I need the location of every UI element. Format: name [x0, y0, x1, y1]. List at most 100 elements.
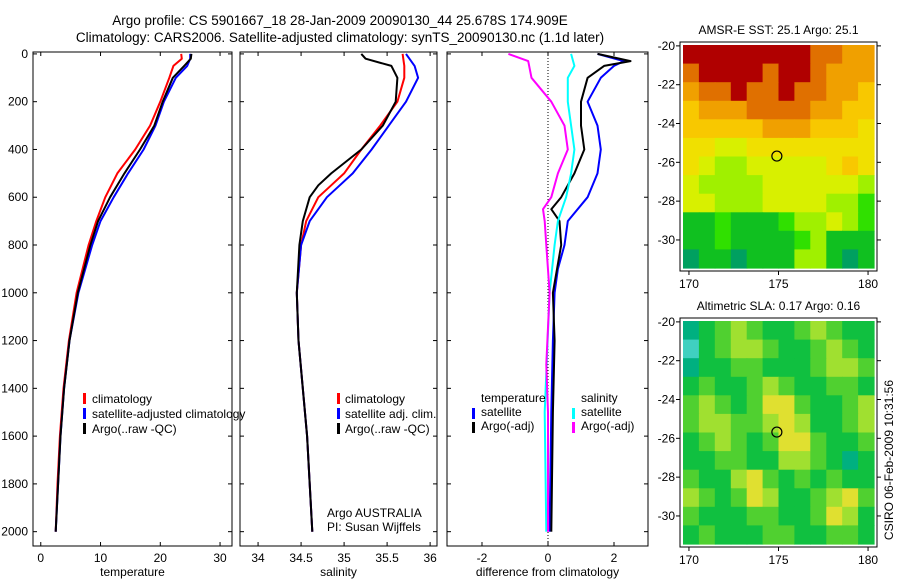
- heatmap-cell: [762, 395, 780, 415]
- heatmap-cell: [683, 451, 700, 471]
- heatmap-cell: [794, 193, 811, 213]
- heatmap-cell: [762, 212, 780, 232]
- heatmap-cell: [762, 321, 780, 341]
- heatmap-cell: [810, 395, 827, 415]
- heatmap-cell: [810, 376, 827, 396]
- legend-swatch-black: [337, 423, 340, 434]
- heatmap-cell: [826, 413, 843, 434]
- heatmap-cell: [698, 100, 716, 120]
- heatmap-cell: [794, 137, 811, 158]
- heatmap-cell: [778, 193, 795, 213]
- y-tick-label: 400: [8, 142, 28, 156]
- heatmap-cell: [714, 212, 732, 232]
- y-tick-label: -22: [658, 354, 676, 368]
- heatmap-cell: [842, 119, 859, 139]
- heatmap-cell: [794, 119, 811, 139]
- series-line-argo-raw-qc-: [295, 53, 399, 532]
- heatmap-cell: [730, 451, 748, 471]
- heatmap-cell: [778, 82, 795, 102]
- y-tick-label: -20: [658, 39, 676, 53]
- heatmap-cell: [683, 100, 700, 120]
- heatmap-cell: [794, 451, 811, 471]
- x-axis-label: difference from climatology: [476, 565, 619, 579]
- heatmap-cell: [730, 156, 748, 176]
- heatmap-cell: [746, 82, 764, 102]
- heatmap-cell: [746, 63, 764, 83]
- heatmap-cell: [794, 212, 811, 232]
- y-tick-label: 1800: [1, 477, 28, 491]
- map-title: AMSR-E SST: 25.1 Argo: 25.1: [698, 23, 858, 37]
- y-tick-label: 1600: [1, 429, 28, 443]
- heatmap-cell: [842, 63, 859, 83]
- legend-swatch-cyan: [572, 408, 575, 419]
- heatmap-cell: [746, 193, 764, 213]
- heatmap-cell: [858, 100, 875, 120]
- heatmap-cell: [714, 82, 732, 102]
- heatmap-cell: [794, 413, 811, 434]
- heatmap-cell: [683, 488, 700, 508]
- heatmap-cell: [810, 137, 827, 158]
- argo-position-marker: [771, 150, 783, 162]
- heatmap-cell: [778, 339, 795, 359]
- heatmap-cell: [698, 469, 716, 489]
- heatmap-cell: [714, 339, 732, 359]
- legend-swatch-magenta: [572, 422, 575, 433]
- heatmap-cell: [778, 230, 795, 250]
- heatmap-cell: [794, 156, 811, 176]
- legend-temperature: climatology satellite-adjusted climatolo…: [83, 392, 245, 436]
- heatmap-cell: [762, 156, 780, 176]
- heatmap-cell: [858, 156, 875, 176]
- legend-label: satellite: [481, 405, 522, 419]
- y-tick-label: 1000: [1, 286, 28, 300]
- legend-salinity: climatology satellite adj. clim. Argo(..…: [327, 392, 436, 534]
- x-tick-label: 30: [213, 551, 227, 565]
- x-tick-label: 170: [679, 277, 699, 291]
- heatmap-cell: [714, 376, 732, 396]
- heatmap-cell: [858, 339, 875, 359]
- legend-swatch-blue: [337, 408, 340, 419]
- legend-swatch-blue: [83, 408, 86, 419]
- heatmap-cell: [762, 249, 780, 269]
- y-tick-label: 0: [21, 47, 28, 61]
- heatmap-cell: [842, 212, 859, 232]
- heatmap-cell: [778, 432, 795, 452]
- heatmap-cell: [826, 395, 843, 415]
- heatmap-cell: [842, 156, 859, 176]
- legend-swatch-black: [472, 422, 475, 433]
- heatmap-cell: [858, 413, 875, 434]
- heatmap-cell: [810, 156, 827, 176]
- heatmap-cell: [730, 469, 748, 489]
- heatmap-cell: [730, 137, 748, 158]
- figure-title-line1: Argo profile: CS 5901667_18 28-Jan-2009 …: [112, 13, 568, 28]
- heatmap-cell: [698, 156, 716, 176]
- heatmap-cell: [778, 506, 795, 526]
- annotation-pi: PI: Susan Wijffels: [327, 520, 421, 534]
- heatmap-cell: [698, 488, 716, 508]
- heatmap-cell: [730, 432, 748, 452]
- heatmap-cell: [810, 175, 827, 195]
- heatmap-cell: [794, 376, 811, 396]
- x-tick-label: 180: [858, 553, 878, 567]
- heatmap-cell: [698, 119, 716, 139]
- side-stamp: CSIRO 06-Feb-2009 10:31:56: [882, 380, 896, 540]
- heatmap-cell: [778, 156, 795, 176]
- heatmap-cell: [714, 100, 732, 120]
- heatmap-cell: [826, 156, 843, 176]
- heatmap-cell: [683, 119, 700, 139]
- heatmap-cell: [762, 100, 780, 120]
- heatmap-cell: [778, 488, 795, 508]
- heatmap-cell: [794, 175, 811, 195]
- heatmap-cell: [714, 45, 732, 65]
- heatmap-cell: [826, 100, 843, 120]
- heatmap-cell: [746, 321, 764, 341]
- legend-label: Argo(-adj): [581, 419, 634, 433]
- legend-label: satellite adj. clim.: [345, 407, 436, 421]
- heatmap-cell: [746, 339, 764, 359]
- heatmap-cell: [714, 249, 732, 269]
- x-tick-label: 36: [423, 551, 437, 565]
- heatmap-cell: [858, 506, 875, 526]
- heatmap-cell: [683, 339, 700, 359]
- heatmap-cell: [794, 230, 811, 250]
- heatmap-cell: [858, 432, 875, 452]
